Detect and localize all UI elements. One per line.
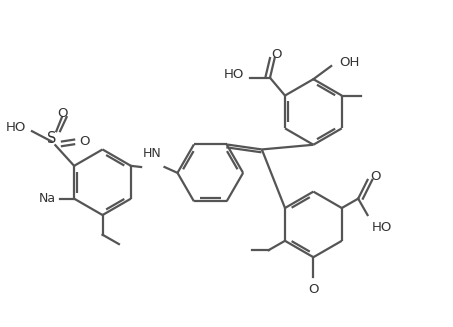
Text: Na: Na bbox=[39, 192, 56, 205]
Text: HO: HO bbox=[371, 221, 392, 234]
Text: O: O bbox=[308, 283, 318, 296]
Text: HO: HO bbox=[224, 68, 244, 81]
Text: S: S bbox=[47, 131, 56, 146]
Text: OH: OH bbox=[339, 56, 360, 69]
Text: O: O bbox=[370, 170, 381, 183]
Text: HO: HO bbox=[5, 121, 26, 134]
Text: O: O bbox=[58, 107, 68, 120]
Text: HN: HN bbox=[143, 147, 162, 161]
Text: O: O bbox=[80, 135, 90, 148]
Text: O: O bbox=[271, 48, 282, 61]
